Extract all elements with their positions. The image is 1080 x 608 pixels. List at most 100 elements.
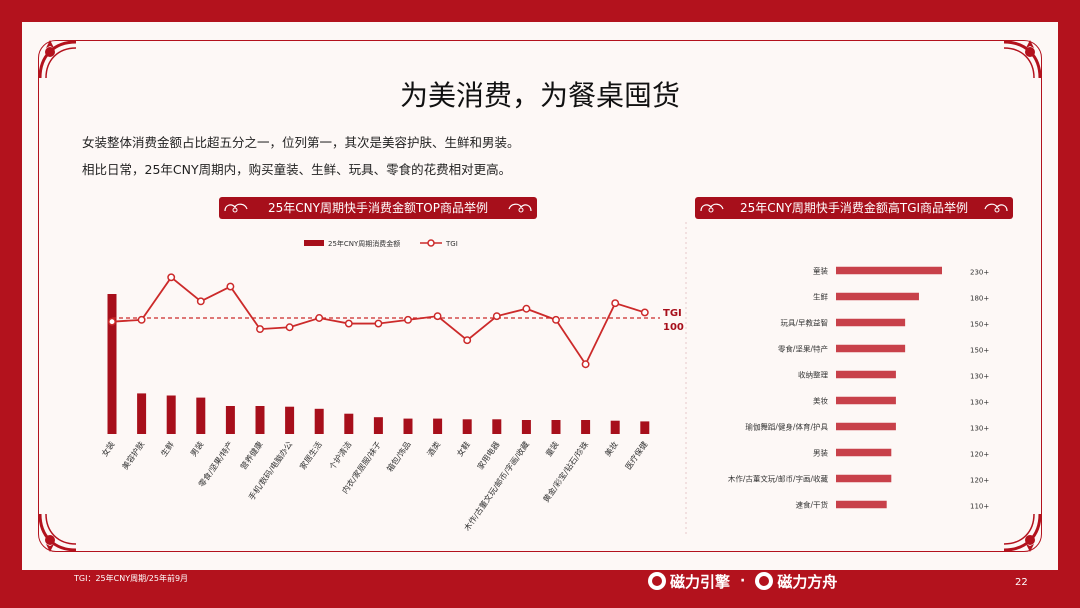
corner-ornament-bottom-right-icon <box>1003 513 1042 552</box>
legend-marker-tgi <box>427 239 435 247</box>
x-tick-label-3: 男装 <box>188 439 205 458</box>
hbar-category-0: 童装 <box>813 266 828 276</box>
hbar-category-8: 木作/古董文玩/邮币/字画/收藏 <box>728 474 829 484</box>
hbar-4 <box>836 370 896 379</box>
x-tick-label-15: 童装 <box>543 439 560 458</box>
cloud-ornament-icon <box>508 203 532 213</box>
cili-logo-icon <box>648 572 666 590</box>
tgi-point-8 <box>344 319 353 328</box>
tgi-point-7 <box>315 314 324 322</box>
bar-1 <box>137 393 147 434</box>
x-tick-label-1: 美容护肤 <box>120 439 147 471</box>
x-tick-label-12: 女鞋 <box>454 439 471 458</box>
legend-swatch-bar <box>304 240 324 246</box>
logo-text-1: 磁力引擎 <box>670 572 731 591</box>
tgi-point-15 <box>552 315 560 324</box>
hbar-5 <box>836 396 896 405</box>
bar-4 <box>225 406 235 434</box>
hbar-category-4: 收纳整理 <box>798 370 828 380</box>
x-tick-label-14: 木作/古董文玩/邮币/字画/收藏 <box>462 439 531 532</box>
hbar-category-6: 瑜伽舞蹈/健身/体育/护具 <box>745 422 828 432</box>
x-tick-label-8: 个护清洁 <box>327 439 354 471</box>
hbar-value-5: 130+ <box>970 399 989 407</box>
x-tick-label-5: 营养健康 <box>238 439 265 471</box>
hbar-2 <box>836 318 906 327</box>
bar-8 <box>344 413 354 434</box>
tgi-point-6 <box>285 323 294 332</box>
bar-15 <box>551 420 561 434</box>
hbar-category-1: 生鲜 <box>813 292 828 302</box>
bar-10 <box>403 418 413 434</box>
hbar-1 <box>836 292 919 301</box>
bar-11 <box>433 418 443 434</box>
tgi-point-1 <box>137 315 146 324</box>
bar-3 <box>196 397 206 434</box>
x-tick-label-13: 家用电器 <box>475 439 502 471</box>
hbar-value-3: 150+ <box>970 347 989 355</box>
logo-text-2: 磁力方舟 <box>777 572 838 591</box>
bar-5 <box>255 406 265 434</box>
hbar-value-4: 130+ <box>970 373 989 381</box>
footnote: TGI：25年CNY周期/25年前9月 <box>74 574 189 583</box>
bar-18 <box>640 421 650 434</box>
tgi-point-12 <box>463 336 472 345</box>
hbar-0 <box>836 266 942 275</box>
bar-2 <box>166 395 176 434</box>
x-tick-label-17: 美妆 <box>602 439 619 458</box>
page-title: 为美消费，为餐桌囤货 <box>399 79 680 112</box>
legend-label-tgi: TGI <box>445 240 458 248</box>
x-tick-label-18: 医疗保健 <box>623 439 650 471</box>
corner-ornament-top-left-icon <box>38 40 77 79</box>
cloud-ornament-icon <box>984 203 1008 213</box>
x-tick-label-2: 生鲜 <box>158 439 175 458</box>
tgi-point-5 <box>256 325 264 334</box>
corner-ornament-bottom-left-icon <box>38 513 77 552</box>
cloud-ornament-icon <box>700 203 724 213</box>
legend-label-bar: 25年CNY周期消费金额 <box>328 239 400 248</box>
hbar-value-6: 130+ <box>970 425 989 433</box>
bar-9 <box>373 417 383 434</box>
bar-17 <box>610 420 620 434</box>
hbar-value-2: 150+ <box>970 321 989 329</box>
x-tick-label-11: 酒类 <box>425 439 442 458</box>
hbar-value-7: 120+ <box>970 451 989 459</box>
tgi-point-17 <box>611 299 620 308</box>
tgi-point-4 <box>226 282 235 291</box>
bar-14 <box>521 420 531 434</box>
hbar-value-1: 180+ <box>970 295 989 303</box>
hbar-value-8: 120+ <box>970 477 989 485</box>
bar-0 <box>107 294 117 434</box>
x-tick-label-10: 箱包/饰品 <box>385 439 413 473</box>
tgi-point-18 <box>640 308 649 317</box>
tgi-point-16 <box>581 360 590 369</box>
footer-logo: 磁力引擎 · 磁力方舟 <box>648 570 837 592</box>
hbar-6 <box>836 422 896 431</box>
right-chart-header: 25年CNY周期快手消费金额高TGI商品举例 <box>695 197 1013 219</box>
bar-12 <box>462 419 472 434</box>
page-number: 22 <box>1015 577 1028 588</box>
bar-13 <box>492 419 502 434</box>
tgi-point-9 <box>374 319 383 328</box>
bar-7 <box>314 408 324 434</box>
hbar-category-2: 玩具/早教益智 <box>780 318 828 328</box>
hbar-9 <box>836 500 887 509</box>
logo-separator: · <box>740 573 746 589</box>
x-tick-label-7: 家居生活 <box>297 439 324 471</box>
bar-16 <box>581 420 591 434</box>
description-line-1: 女装整体消费金额占比超五分之一，位列第一，其次是美容护肤、生鲜和男装。 <box>82 135 520 150</box>
tgi-point-13 <box>492 312 501 321</box>
hbar-8 <box>836 474 892 483</box>
tgi-reference-label: TGI <box>663 308 682 319</box>
corner-ornament-top-right-icon <box>1003 40 1042 79</box>
right-chart-title: 25年CNY周期快手消费金额高TGI商品举例 <box>739 201 969 215</box>
hbar-category-3: 零食/坚果/特产 <box>778 344 828 354</box>
hbar-category-9: 速食/干货 <box>795 500 828 510</box>
bar-6 <box>285 406 295 434</box>
left-chart-header: 25年CNY周期快手消费金额TOP商品举例 <box>219 197 537 219</box>
tgi-point-10 <box>404 315 412 324</box>
cloud-ornament-icon <box>224 203 248 213</box>
tgi-point-14 <box>522 304 531 313</box>
tgi-point-3 <box>196 297 205 306</box>
